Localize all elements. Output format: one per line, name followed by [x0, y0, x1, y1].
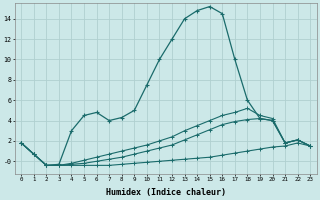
X-axis label: Humidex (Indice chaleur): Humidex (Indice chaleur): [106, 188, 226, 197]
